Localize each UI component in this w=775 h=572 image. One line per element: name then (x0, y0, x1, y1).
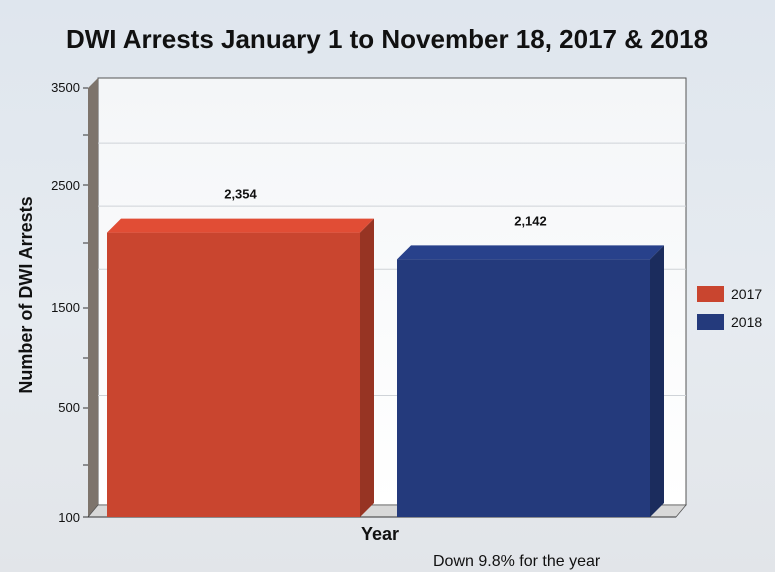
legend: 2017 2018 (697, 286, 762, 330)
data-label-2018: 2,142 (514, 213, 547, 228)
bars (107, 218, 664, 517)
y-tick-label-1500: 1500 (51, 300, 80, 315)
legend-swatch-2018 (697, 314, 724, 330)
bar-2018-front (397, 259, 650, 517)
y-tick-label-2500: 2500 (51, 178, 80, 193)
legend-swatch-2017 (697, 286, 724, 302)
plot-left-wall (88, 78, 98, 517)
chart-title: DWI Arrests January 1 to November 18, 20… (66, 24, 708, 54)
legend-label-2018: 2018 (731, 314, 762, 330)
bar-2018-side (650, 245, 664, 517)
bar-2018-top (397, 245, 664, 260)
y-tick-label-500: 500 (58, 400, 80, 415)
data-label-2017: 2,354 (224, 187, 257, 202)
y-tick-label-100: 100 (58, 510, 80, 525)
minor-ticks (83, 87, 88, 518)
y-tick-label-3500: 3500 (51, 80, 80, 95)
legend-label-2017: 2017 (731, 286, 762, 302)
bar-2017-top (107, 218, 374, 233)
bar-2017-front (107, 232, 360, 517)
y-axis-title: Number of DWI Arrests (16, 196, 36, 393)
bar-2017-side (360, 218, 374, 517)
x-axis-title: Year (361, 524, 399, 544)
annotation-note: Down 9.8% for the year (433, 553, 601, 570)
